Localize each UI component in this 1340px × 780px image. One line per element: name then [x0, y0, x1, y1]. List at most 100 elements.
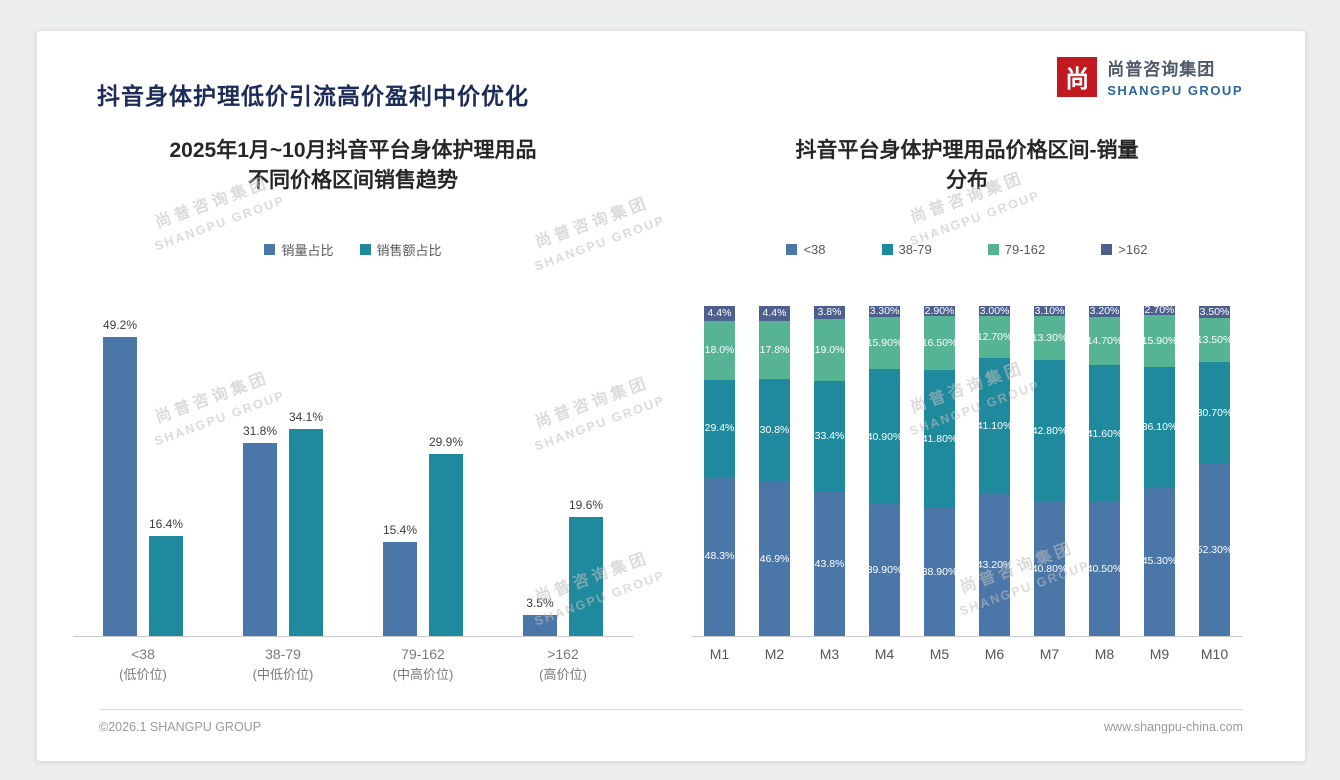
left-chart-title: 2025年1月~10月抖音平台身体护理用品 不同价格区间销售趋势	[73, 136, 633, 197]
bar-group: 15.4% 29.9%	[353, 306, 493, 636]
legend-label: <38	[803, 242, 826, 258]
bar-rect	[242, 442, 277, 636]
stack-segment: 15.90%	[1141, 314, 1178, 368]
stack-column: 39.90% 40.90% 15.90% 3.30%	[857, 305, 912, 636]
legend-label: 79-162	[1004, 242, 1046, 258]
stack-segment: 45.30%	[1141, 486, 1178, 636]
segment-value-label: 42.80%	[1031, 424, 1068, 437]
stack-bar: 46.9% 30.8% 17.8% 4.4%	[759, 306, 790, 636]
segment-value-label: 4.4%	[707, 307, 732, 320]
x-label-tier: (低价位)	[119, 667, 167, 682]
stack-segment: 40.50%	[1086, 502, 1123, 636]
stack-segment: 19.0%	[814, 318, 845, 382]
footer-website: www.shangpu-china.com	[1104, 720, 1243, 734]
month-label: M3	[819, 646, 840, 662]
page-title: 抖音身体护理低价引流高价盈利中价优化	[97, 83, 529, 109]
segment-value-label: 39.90%	[866, 564, 903, 577]
segment-value-label: 41.60%	[1086, 427, 1123, 440]
legend-item: 79-162	[987, 242, 1046, 258]
legend-item: 销量占比	[264, 240, 334, 259]
stack-segment: 43.20%	[977, 493, 1012, 636]
stack-segment: 41.80%	[922, 369, 957, 508]
x-axis-label: 79-162 (中高价位)	[353, 646, 493, 683]
stack-segment: 3.20%	[1089, 305, 1120, 318]
segment-value-label: 3.30%	[869, 305, 900, 318]
stack-bar: 52.30% 30.70% 13.50% 3.50%	[1196, 305, 1233, 636]
bar: 3.5%	[522, 306, 557, 636]
left-chart: 2025年1月~10月抖音平台身体护理用品 不同价格区间销售趋势 销量占比 销售额…	[73, 136, 633, 696]
x-label-range: >162	[547, 646, 579, 662]
x-label-tier: (中低价位)	[252, 667, 314, 682]
segment-value-label: 15.90%	[866, 337, 903, 350]
segment-value-label: 3.20%	[1089, 305, 1120, 318]
segment-value-label: 3.8%	[817, 306, 842, 319]
left-chart-bars: 49.2% 16.4% 31.8% 34.1% 15.4% 29.9% 3.5% 19.6%	[73, 306, 633, 636]
stack-segment: 2.70%	[1144, 304, 1175, 316]
bar-group: 31.8% 34.1%	[213, 306, 353, 636]
stack-segment: 13.50%	[1196, 317, 1233, 363]
stack-bar: 45.30% 36.10% 15.90% 2.70%	[1141, 304, 1178, 636]
legend-swatch	[264, 244, 276, 256]
x-label-range: 38-79	[265, 646, 301, 662]
stack-segment: 16.50%	[921, 315, 958, 370]
segment-value-label: 12.70%	[976, 330, 1013, 343]
company-logo: 尚 尚普咨询集团 SHANGPU GROUP	[1057, 55, 1243, 98]
segment-value-label: 15.90%	[1141, 335, 1178, 348]
month-label: M2	[764, 646, 785, 662]
stack-bar: 43.20% 41.10% 12.70% 3.00%	[976, 305, 1013, 636]
left-chart-legend: 销量占比 销售额占比	[73, 240, 633, 259]
segment-value-label: 14.70%	[1086, 334, 1123, 347]
bar-value-label: 3.5%	[526, 595, 554, 610]
right-chart: 抖音平台身体护理用品价格区间-销量 分布 <38 38-79 79-162 >162 …	[692, 136, 1242, 696]
stack-segment: 29.4%	[704, 379, 735, 477]
segment-value-label: 52.30%	[1196, 543, 1233, 556]
bar-value-label: 34.1%	[289, 409, 324, 424]
bar-value-label: 31.8%	[242, 423, 277, 438]
stack-segment: 52.30%	[1196, 463, 1233, 636]
month-label: M6	[984, 646, 1005, 662]
right-chart-bars: 48.3% 29.4% 18.0% 4.4% 46.9% 30.8% 17.8% 4.4% 43…	[692, 304, 1242, 636]
bar-rect	[102, 336, 137, 636]
segment-value-label: 41.10%	[976, 419, 1013, 432]
segment-value-label: 36.10%	[1141, 420, 1178, 433]
x-label-range: <38	[131, 646, 155, 662]
bar-rect	[382, 542, 417, 636]
stack-bar: 39.90% 40.90% 15.90% 3.30%	[866, 305, 903, 636]
logo-name-cn: 尚普咨询集团	[1107, 60, 1216, 79]
segment-value-label: 17.8%	[759, 343, 790, 356]
stack-segment: 17.8%	[759, 320, 790, 380]
bar-value-label: 15.4%	[382, 523, 417, 538]
legend-label: 销售额占比	[376, 243, 442, 259]
legend-item: 38-79	[881, 242, 932, 257]
logo-icon: 尚	[1057, 56, 1098, 97]
bar: 31.8%	[243, 306, 277, 636]
segment-value-label: 19.0%	[814, 343, 845, 356]
segment-value-label: 43.8%	[814, 557, 845, 570]
segment-value-label: 18.0%	[704, 344, 735, 357]
stack-segment: 36.10%	[1141, 367, 1178, 487]
stack-segment: 3.00%	[979, 305, 1010, 317]
segment-value-label: 30.8%	[759, 424, 790, 437]
legend-swatch	[359, 244, 371, 256]
bar-rect	[569, 516, 603, 636]
segment-value-label: 40.50%	[1086, 563, 1123, 576]
x-axis-label: >162 (高价位)	[493, 646, 633, 683]
segment-value-label: 33.4%	[814, 430, 845, 443]
stack-bar: 43.8% 33.4% 19.0% 3.8%	[814, 306, 845, 636]
bar-value-label: 16.4%	[149, 517, 184, 532]
stack-column: 40.80% 42.80% 13.30% 3.10%	[1022, 305, 1077, 636]
segment-value-label: 2.90%	[924, 304, 955, 317]
month-label: M10	[1200, 646, 1229, 662]
stack-segment: 30.8%	[759, 379, 790, 482]
segment-value-label: 45.30%	[1141, 555, 1178, 568]
segment-value-label: 13.50%	[1196, 333, 1233, 346]
segment-value-label: 16.50%	[921, 336, 958, 349]
x-axis-label: <38 (低价位)	[73, 646, 213, 683]
bar-group: 49.2% 16.4%	[73, 306, 213, 636]
month-label: M4	[874, 646, 895, 662]
stack-segment: 43.8%	[814, 491, 845, 636]
x-axis-label: 38-79 (中低价位)	[213, 646, 353, 683]
stack-segment: 30.70%	[1197, 362, 1232, 464]
legend-item: <38	[786, 242, 826, 258]
segment-value-label: 3.50%	[1199, 305, 1230, 318]
